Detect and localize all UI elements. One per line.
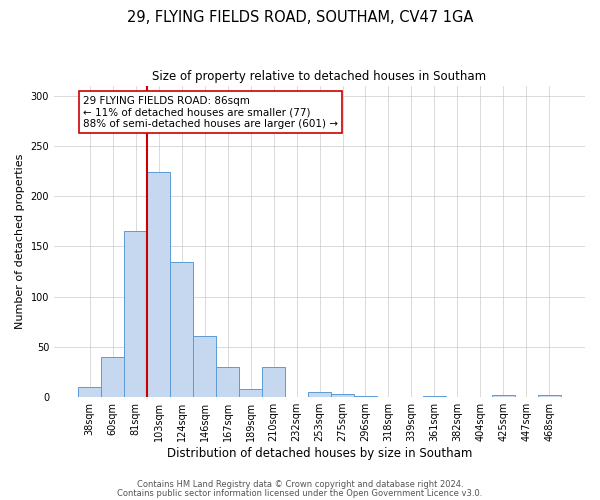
Bar [147,172,170,397]
Bar [78,387,101,397]
Bar [492,395,515,397]
Y-axis label: Number of detached properties: Number of detached properties [15,154,25,329]
Bar [216,367,239,397]
Bar [538,395,561,397]
Text: 29 FLYING FIELDS ROAD: 86sqm
← 11% of detached houses are smaller (77)
88% of se: 29 FLYING FIELDS ROAD: 86sqm ← 11% of de… [83,96,338,129]
Text: 29, FLYING FIELDS ROAD, SOUTHAM, CV47 1GA: 29, FLYING FIELDS ROAD, SOUTHAM, CV47 1G… [127,10,473,25]
Text: Contains public sector information licensed under the Open Government Licence v3: Contains public sector information licen… [118,489,482,498]
Bar [331,394,354,397]
Bar [101,357,124,397]
Bar [170,262,193,397]
Text: Contains HM Land Registry data © Crown copyright and database right 2024.: Contains HM Land Registry data © Crown c… [137,480,463,489]
X-axis label: Distribution of detached houses by size in Southam: Distribution of detached houses by size … [167,447,472,460]
Bar [354,396,377,397]
Bar [124,232,147,397]
Bar [423,396,446,397]
Title: Size of property relative to detached houses in Southam: Size of property relative to detached ho… [152,70,487,83]
Bar [193,336,216,397]
Bar [239,389,262,397]
Bar [308,392,331,397]
Bar [262,367,285,397]
